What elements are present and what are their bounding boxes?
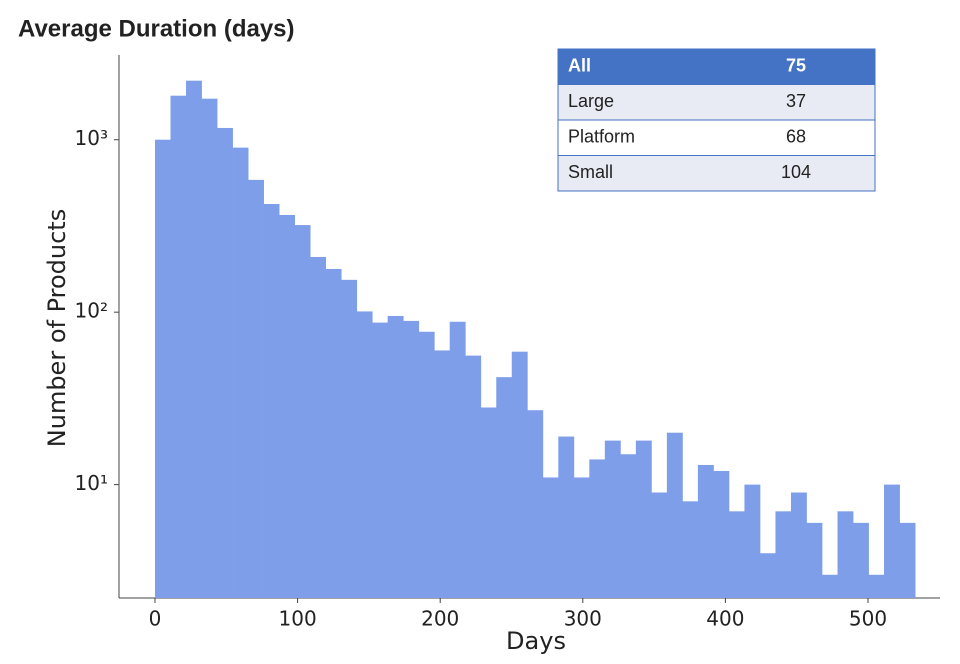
bar: [542, 477, 559, 598]
x-tick-label: 400: [706, 607, 744, 631]
bar: [387, 316, 404, 598]
table-cell: All: [568, 56, 591, 76]
bar: [341, 279, 358, 598]
bar: [589, 459, 606, 598]
y-tick-label: 10¹: [75, 471, 108, 495]
table-row: [557, 155, 876, 192]
bar: [666, 432, 683, 598]
bar: [620, 454, 637, 598]
bar: [310, 256, 327, 598]
bar: [604, 440, 621, 598]
bar: [713, 470, 730, 598]
bar: [434, 350, 451, 598]
bar: [372, 322, 389, 598]
table-cell: Small: [568, 162, 613, 182]
bar: [759, 553, 776, 598]
bar: [263, 203, 280, 598]
table-cell: 68: [786, 127, 806, 147]
bar: [728, 511, 745, 598]
bar: [480, 407, 497, 598]
bar: [837, 511, 854, 598]
table-cell: 75: [786, 56, 806, 76]
x-tick-label: 500: [849, 607, 887, 631]
bar: [294, 225, 311, 598]
bar: [232, 147, 249, 599]
bar: [248, 179, 264, 598]
x-tick-label: 200: [421, 607, 459, 631]
table-header: [557, 48, 876, 85]
bar: [853, 522, 869, 598]
bar: [884, 484, 900, 598]
bar: [418, 331, 435, 598]
bar: [868, 574, 885, 598]
bar: [449, 321, 466, 598]
table-cell: 104: [781, 162, 811, 182]
table-cell: Platform: [568, 127, 635, 147]
x-tick-label: 0: [149, 607, 162, 631]
bar: [651, 492, 668, 598]
table-row: [557, 84, 876, 121]
bar: [155, 139, 171, 599]
bar: [186, 80, 202, 598]
y-tick-label: 10²: [75, 299, 108, 323]
bar: [511, 351, 528, 598]
bar: [403, 320, 420, 598]
bar: [806, 522, 823, 598]
table-cell: Large: [568, 91, 614, 111]
chart-title: Average Duration (days): [18, 15, 295, 42]
bar: [356, 311, 373, 598]
bar: [790, 492, 807, 598]
y-tick-label: 10³: [75, 126, 108, 150]
table-cell: 37: [786, 91, 806, 111]
bar: [682, 501, 699, 598]
bar: [744, 484, 761, 598]
x-axis-label: Days: [506, 627, 566, 655]
bar: [558, 436, 575, 598]
bar: [325, 268, 342, 598]
bar: [279, 215, 296, 598]
bar: [201, 98, 218, 599]
table-row: [557, 119, 876, 156]
bar: [635, 440, 652, 598]
bar: [697, 464, 714, 598]
bar: [821, 574, 838, 598]
bar: [899, 522, 916, 598]
bar: [170, 95, 187, 598]
bar: [217, 127, 233, 598]
bar: [573, 477, 590, 598]
bar: [527, 410, 544, 598]
bar: [775, 511, 792, 598]
bar: [496, 377, 513, 598]
x-tick-label: 100: [279, 607, 317, 631]
x-tick-label: 300: [564, 607, 602, 631]
bar: [465, 355, 482, 598]
y-axis-label: Number of Products: [43, 209, 71, 447]
